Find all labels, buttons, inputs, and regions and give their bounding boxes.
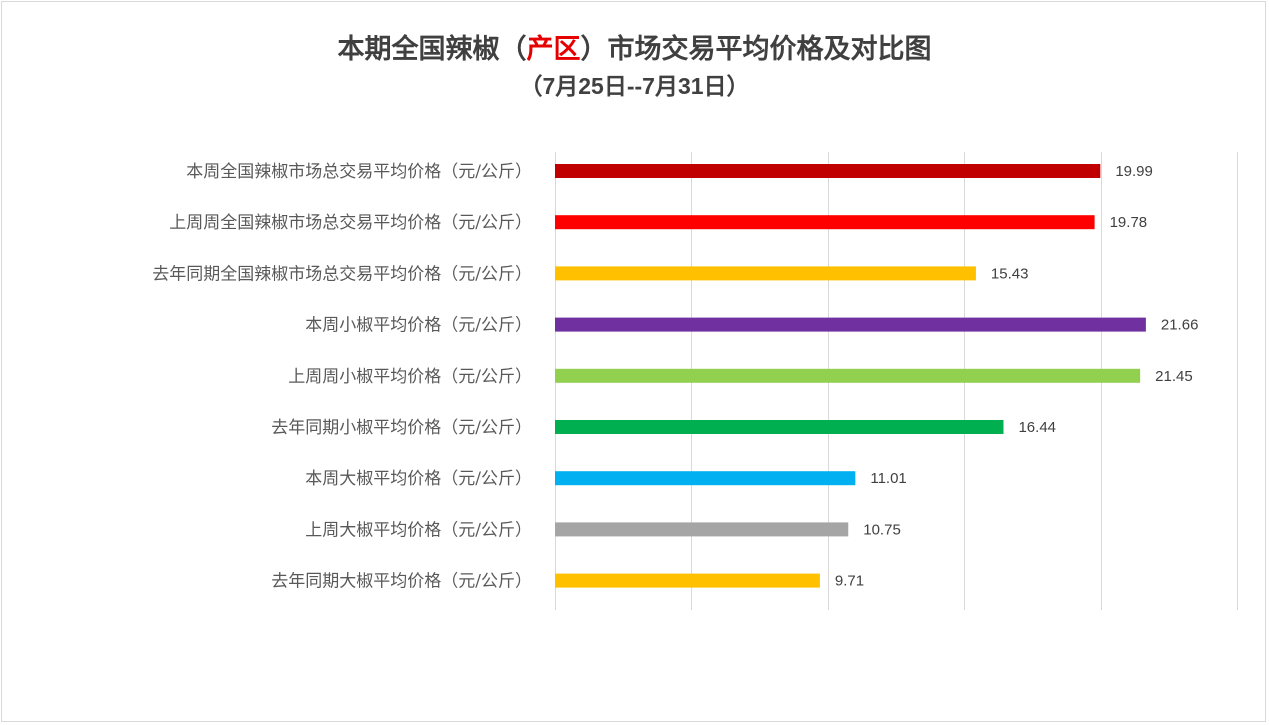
data-label: 16.44 [1018,419,1056,436]
bar [555,471,856,486]
chart-title: 本期全国辣椒（产区）市场交易平均价格及对比图 [0,30,1269,70]
title-part2: ）市场交易平均价格及对比图 [580,34,932,65]
data-label: 19.99 [1115,163,1153,180]
title-part1: 本期全国辣椒（ [337,34,527,65]
data-label: 11.01 [870,470,906,487]
category-label: 本周大椒平均价格（元/公斤） [305,469,532,489]
bar [555,215,1095,230]
data-label: 21.45 [1155,368,1193,385]
bar [555,266,976,281]
data-label: 9.71 [835,573,864,590]
category-label: 去年同期大椒平均价格（元/公斤） [271,572,532,592]
category-label: 本周全国辣椒市场总交易平均价格（元/公斤） [186,162,532,182]
data-label: 10.75 [863,521,901,538]
category-label: 上周周全国辣椒市场总交易平均价格（元/公斤） [169,213,532,233]
bar [555,573,820,588]
category-label: 去年同期小椒平均价格（元/公斤） [271,418,532,438]
category-label: 去年同期全国辣椒市场总交易平均价格（元/公斤） [152,264,532,284]
subtitle-date-range: 7月25日--7月31日 [542,73,727,99]
title-highlight: 产区 [526,34,581,65]
bar [555,164,1101,178]
data-label: 15.43 [991,265,1029,282]
bar [555,368,1141,383]
bar [555,317,1146,332]
subtitle-close-paren: ） [726,73,750,100]
data-label: 21.66 [1161,317,1199,334]
category-label: 上周周小椒平均价格（元/公斤） [288,367,532,387]
category-label: 上周大椒平均价格（元/公斤） [305,520,532,540]
bar [555,522,849,537]
subtitle-open-paren: （ [519,73,543,100]
category-label: 本周小椒平均价格（元/公斤） [305,316,532,336]
chart-subtitle: （7月25日--7月31日） [0,68,1269,105]
bar [555,420,1004,434]
data-label: 19.78 [1110,214,1148,231]
